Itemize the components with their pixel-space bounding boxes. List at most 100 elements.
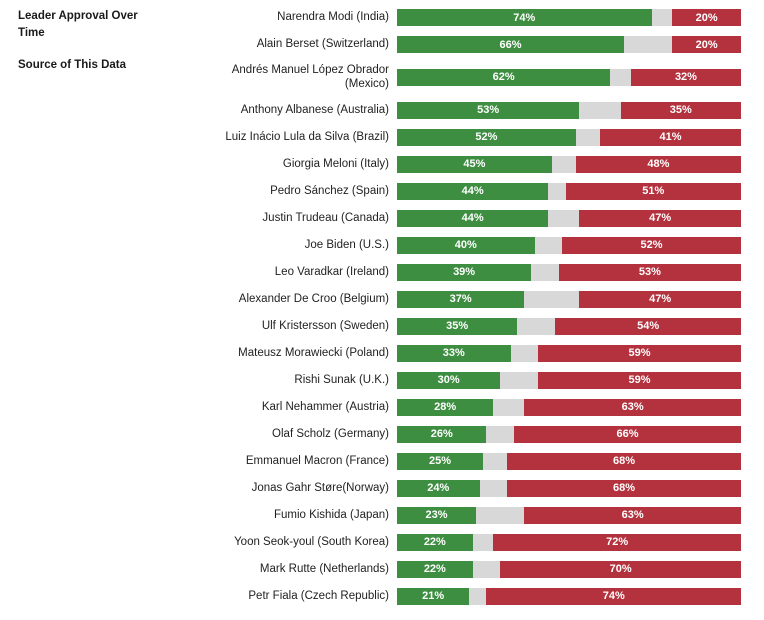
neutral-gap — [480, 480, 508, 497]
neutral-gap — [500, 372, 538, 389]
leader-label: Leo Varadkar (Ireland) — [274, 266, 389, 279]
disapprove-value: 66% — [616, 428, 639, 441]
bar-track: 24% 68% — [397, 479, 741, 497]
leader-label: Petr Fiala (Czech Republic) — [248, 590, 389, 603]
bar-track: 23% 63% — [397, 506, 741, 524]
approve-value: 30% — [437, 374, 460, 387]
approve-value: 37% — [449, 293, 472, 306]
approve-bar: 35% — [397, 317, 518, 335]
neutral-gap — [473, 561, 501, 578]
neutral-gap — [624, 36, 672, 53]
bar-track: 39% 53% — [397, 263, 741, 281]
chart-row: Mateusz Morawiecki (Poland) 33% 59% — [0, 340, 764, 367]
leader-label: Karl Nehammer (Austria) — [261, 401, 389, 414]
disapprove-value: 53% — [638, 266, 661, 279]
neutral-gap — [511, 345, 539, 362]
bar-track: 22% 70% — [397, 560, 741, 578]
leader-label: Alexander De Croo (Belgium) — [238, 293, 389, 306]
leader-label: Anthony Albanese (Australia) — [240, 104, 389, 117]
sidebar-link-source-of-data[interactable]: Source of This Data — [18, 59, 126, 72]
leader-label: Yoon Seok-youl (South Korea) — [234, 536, 389, 549]
approve-value: 52% — [475, 131, 498, 144]
approve-bar: 52% — [397, 128, 576, 146]
chart-rows: Narendra Modi (India) 74% 20% Alain Bers… — [0, 4, 764, 610]
disapprove-value: 72% — [606, 536, 629, 549]
disapprove-value: 47% — [649, 212, 672, 225]
chart-row: Pedro Sánchez (Spain) 44% 51% — [0, 178, 764, 205]
approve-bar: 37% — [397, 290, 525, 308]
approve-value: 40% — [454, 239, 477, 252]
disapprove-bar: 51% — [565, 182, 741, 200]
neutral-gap — [517, 318, 555, 335]
approve-value: 45% — [463, 158, 486, 171]
approve-bar: 25% — [397, 452, 483, 470]
disapprove-value: 41% — [659, 131, 682, 144]
approve-value: 74% — [513, 11, 536, 24]
chart-row: Jonas Gahr Støre(Norway) 24% 68% — [0, 475, 764, 502]
disapprove-bar: 47% — [579, 290, 741, 308]
bar-track: 53% 35% — [397, 101, 741, 119]
disapprove-value: 63% — [621, 401, 644, 414]
bar-track: 25% 68% — [397, 452, 741, 470]
neutral-gap — [552, 156, 576, 173]
chart-row: Fumio Kishida (Japan) 23% 63% — [0, 502, 764, 529]
disapprove-bar: 66% — [513, 425, 741, 443]
disapprove-value: 68% — [613, 455, 636, 468]
disapprove-bar: 32% — [630, 68, 741, 86]
chart-row: Andrés Manuel López Obrador (Mexico) 62%… — [0, 58, 764, 97]
disapprove-value: 20% — [695, 11, 718, 24]
chart-row: Yoon Seok-youl (South Korea) 22% 72% — [0, 529, 764, 556]
neutral-gap — [483, 453, 507, 470]
disapprove-value: 32% — [674, 71, 697, 84]
approve-value: 28% — [434, 401, 457, 414]
chart-row: Mark Rutte (Netherlands) 22% 70% — [0, 556, 764, 583]
leader-label: Narendra Modi (India) — [277, 11, 389, 24]
approve-value: 22% — [423, 536, 446, 549]
sidebar-link-approval-over-time[interactable]: Leader Approval Over Time — [18, 10, 138, 39]
chart-row: Olaf Scholz (Germany) 26% 66% — [0, 421, 764, 448]
neutral-gap — [610, 69, 631, 86]
approve-value: 21% — [422, 590, 445, 603]
bar-track: 22% 72% — [397, 533, 741, 551]
bar-track: 74% 20% — [397, 9, 741, 26]
leader-label: Mark Rutte (Netherlands) — [259, 563, 389, 576]
chart-row: Rishi Sunak (U.K.) 30% 59% — [0, 367, 764, 394]
leader-label: Jonas Gahr Støre(Norway) — [251, 482, 389, 495]
bar-track: 35% 54% — [397, 317, 741, 335]
neutral-gap — [579, 102, 620, 119]
neutral-gap — [473, 534, 494, 551]
disapprove-bar: 72% — [493, 533, 741, 551]
leader-label: Mateusz Morawiecki (Poland) — [238, 347, 389, 360]
chart-row: Giorgia Meloni (Italy) 45% 48% — [0, 151, 764, 178]
chart-row: Anthony Albanese (Australia) 53% 35% — [0, 97, 764, 124]
disapprove-bar: 52% — [562, 236, 741, 254]
chart-row: Luiz Inácio Lula da Silva (Brazil) 52% 4… — [0, 124, 764, 151]
approve-bar: 23% — [397, 506, 477, 524]
leader-label: Fumio Kishida (Japan) — [273, 509, 389, 522]
approve-bar: 53% — [397, 101, 580, 119]
approve-bar: 45% — [397, 155, 552, 173]
neutral-gap — [476, 507, 524, 524]
leader-label: Alain Berset (Switzerland) — [256, 38, 389, 51]
approve-bar: 74% — [397, 9, 652, 26]
disapprove-bar: 47% — [579, 209, 741, 227]
disapprove-value: 59% — [628, 374, 651, 387]
chart-row: Karl Nehammer (Austria) 28% 63% — [0, 394, 764, 421]
approve-bar: 21% — [397, 587, 470, 605]
neutral-gap — [576, 129, 600, 146]
chart-row: Ulf Kristersson (Sweden) 35% 54% — [0, 313, 764, 340]
disapprove-value: 59% — [628, 347, 651, 360]
approve-value: 24% — [427, 482, 450, 495]
approve-bar: 22% — [397, 533, 473, 551]
disapprove-value: 70% — [609, 563, 632, 576]
bar-track: 45% 48% — [397, 155, 741, 173]
bar-track: 28% 63% — [397, 398, 741, 416]
neutral-gap — [493, 399, 524, 416]
neutral-gap — [535, 237, 563, 254]
chart-row: Leo Varadkar (Ireland) 39% 53% — [0, 259, 764, 286]
bar-track: 52% 41% — [397, 128, 741, 146]
disapprove-value: 51% — [642, 185, 665, 198]
approve-bar: 30% — [397, 371, 501, 389]
